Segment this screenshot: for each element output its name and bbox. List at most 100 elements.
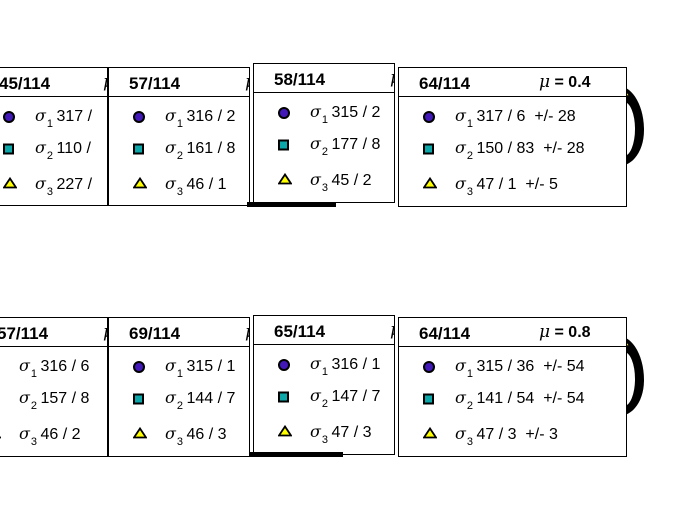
sigma3-triangle-marker-icon — [132, 426, 148, 444]
entry-value: 46 / 3 — [182, 425, 227, 443]
entry-value: 110 / — [52, 139, 91, 157]
mu-label: μ — [245, 72, 249, 92]
legend-entry: σ2 157 / 8 — [0, 386, 107, 412]
legend-entry: σ2 161 / 8 — [109, 136, 249, 162]
entry-value: 141 / 54 +/- 54 — [472, 389, 585, 407]
legend-entry: σ3 45 / 2 — [254, 168, 394, 194]
header-separator — [0, 96, 107, 97]
sigma-label: σ3 — [35, 173, 54, 199]
sigma2-square-marker-icon — [278, 391, 289, 403]
entry-value: 316 / 1 — [327, 355, 381, 373]
sigma-label: σ1 — [455, 105, 474, 131]
legend-entry: σ3 47 / 1 +/- 5 — [399, 172, 626, 198]
legend-entry: σ1 315 / 2 — [254, 100, 394, 126]
legend-entry: σ2 177 / 8 — [254, 132, 394, 158]
header-separator — [109, 346, 249, 347]
legend-entry: σ3 46 / 3 — [109, 422, 249, 448]
legend-entry: σ3 227 / — [0, 172, 107, 198]
sigma1-circle-marker-icon — [278, 107, 290, 119]
sigma2-square-marker-icon — [423, 143, 434, 155]
entry-value: 150 / 83 +/- 28 — [472, 139, 585, 157]
entry-value: 315 / 36 +/- 54 — [472, 357, 585, 375]
legend-entry: σ1 316 / 6 — [0, 354, 107, 380]
stat-box-header: 45/114 — [0, 74, 51, 93]
stat-box-header: 57/114 — [0, 324, 49, 343]
stat-box: 65/114 μ σ1 316 / 1 σ2 147 / 7 σ3 47 / 3 — [253, 315, 395, 455]
legend-entry: σ1 317 / 6 +/- 28 — [399, 104, 626, 130]
sigma2-square-marker-icon — [278, 139, 289, 151]
legend-entry: σ1 315 / 36 +/- 54 — [399, 354, 626, 380]
stat-box-header: 65/114 — [274, 322, 326, 341]
sigma-label: σ1 — [35, 105, 54, 131]
stat-box: 69/114 μ σ1 315 / 1 σ2 144 / 7 σ3 46 / 3 — [108, 317, 250, 457]
legend-entry: σ2 147 / 7 — [254, 384, 394, 410]
header-separator — [109, 96, 249, 97]
legend-entry: σ3 46 / 2 — [0, 422, 107, 448]
sigma-label: σ1 — [165, 355, 184, 381]
sigma3-triangle-marker-icon — [0, 426, 2, 444]
sigma3-triangle-marker-icon — [277, 172, 293, 190]
legend-entry: σ2 110 / — [0, 136, 107, 162]
header-separator — [399, 96, 626, 97]
sigma-label: σ1 — [310, 101, 329, 127]
entry-value: 47 / 1 +/- 5 — [472, 175, 558, 193]
entry-value: 46 / 1 — [182, 175, 227, 193]
sigma1-circle-marker-icon — [278, 359, 290, 371]
sigma1-circle-marker-icon — [133, 361, 145, 373]
mu-value: = 0.8 — [550, 324, 591, 341]
stat-box: 57/114 μ σ1 316 / 2 σ2 161 / 8 σ3 46 / 1 — [108, 67, 250, 206]
legend-entry: σ1 317 / — [0, 104, 107, 130]
sigma3-triangle-marker-icon — [277, 424, 293, 442]
sigma-label: σ2 — [310, 133, 329, 159]
sigma-label: σ3 — [165, 173, 184, 199]
entry-value: 147 / 7 — [327, 387, 381, 405]
sigma-label: σ1 — [310, 353, 329, 379]
legend-entry: σ3 46 / 1 — [109, 172, 249, 198]
pave-shadow — [247, 202, 336, 207]
entry-value: 144 / 7 — [182, 389, 236, 407]
stat-box: 64/114 μ = 0.4 σ1 317 / 6 +/- 28 σ2 150 … — [398, 67, 627, 207]
entry-value: 317 / — [52, 107, 93, 125]
stat-box-header: 58/114 — [274, 70, 326, 89]
mu-label: μ — [245, 322, 249, 342]
entry-value: 161 / 8 — [182, 139, 236, 157]
mu-value: = 0.4 — [550, 74, 591, 91]
sigma-label: σ3 — [455, 173, 474, 199]
legend-entry: σ1 316 / 2 — [109, 104, 249, 130]
sigma3-triangle-marker-icon — [2, 176, 18, 194]
sigma-label: σ2 — [310, 385, 329, 411]
entry-value: 316 / 2 — [182, 107, 236, 125]
sigma1-circle-marker-icon — [423, 111, 435, 123]
legend-entry: σ1 316 / 1 — [254, 352, 394, 378]
sigma3-triangle-marker-icon — [422, 426, 438, 444]
sigma-label: σ2 — [165, 137, 184, 163]
entry-value: 315 / 2 — [327, 103, 381, 121]
header-separator — [0, 346, 107, 347]
header-separator — [254, 92, 394, 93]
legend-entry: σ3 47 / 3 +/- 3 — [399, 422, 626, 448]
entry-value: 47 / 3 +/- 3 — [472, 425, 558, 443]
sigma-label: σ2 — [455, 137, 474, 163]
entry-value: 316 / 6 — [36, 357, 90, 375]
sigma2-square-marker-icon — [423, 393, 434, 405]
sigma-label: σ1 — [455, 355, 474, 381]
entry-value: 46 / 2 — [36, 425, 81, 443]
legend-entry: σ3 47 / 3 — [254, 420, 394, 446]
stat-box: 64/114 μ = 0.8 σ1 315 / 36 +/- 54 σ2 141… — [398, 317, 627, 457]
mu-label: μ — [103, 72, 107, 92]
sigma-label: σ2 — [35, 137, 54, 163]
mu-label: μ — [390, 68, 394, 88]
sigma2-square-marker-icon — [133, 393, 144, 405]
pave-shadow — [250, 452, 343, 457]
sigma1-circle-marker-icon — [3, 111, 15, 123]
legend-entry: σ2 144 / 7 — [109, 386, 249, 412]
sigma1-circle-marker-icon — [423, 361, 435, 373]
entry-value: 177 / 8 — [327, 135, 381, 153]
mu-label: μ = 0.4 — [539, 72, 591, 92]
stat-box: 57/114 μ σ1 316 / 6 σ2 157 / 8 σ3 46 / 2 — [0, 317, 108, 457]
header-separator — [399, 346, 626, 347]
legend-entry: σ2 150 / 83 +/- 28 — [399, 136, 626, 162]
stat-box: 45/114 μ σ1 317 / σ2 110 / σ3 227 / — [0, 67, 108, 206]
legend-entry: σ1 315 / 1 — [109, 354, 249, 380]
sigma-label: σ3 — [165, 423, 184, 449]
